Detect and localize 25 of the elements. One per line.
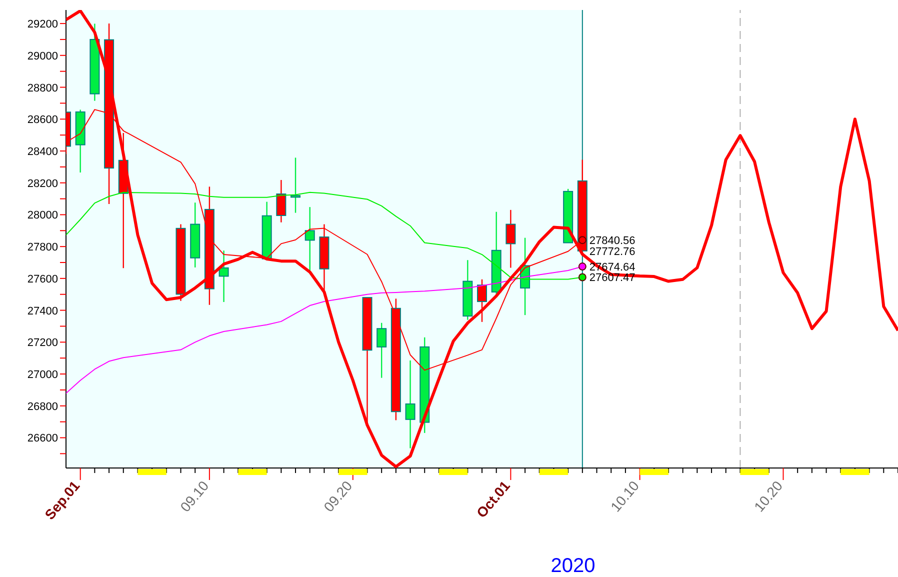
candlestick [506,209,516,268]
y-tick-label: 29200 [27,18,58,31]
y-tick-label: 27000 [27,369,58,382]
y-tick-label: 28000 [27,210,58,222]
candlestick [477,278,487,323]
y-tick-label: 26600 [27,432,58,445]
annotation: 27772.76 [589,246,636,258]
y-tick-label: 28800 [27,82,58,94]
candlestick [304,206,315,272]
y-tick-label: 26800 [27,400,58,413]
candlestick [405,360,416,449]
y-tick-label: 28400 [27,146,58,158]
y-tick-label: 29000 [27,50,58,62]
candlestick [276,179,286,223]
y-tick-label: 27800 [27,242,58,254]
x-axis-title: 2020 [550,555,596,577]
y-tick-label: 27200 [27,337,58,350]
candlestick [218,250,229,303]
y-tick-label: 27400 [27,305,58,318]
annotation: 27607.47 [589,272,636,284]
y-tick-label: 28600 [27,114,58,126]
candlestick [376,322,387,378]
y-tick-label: 27600 [27,273,58,286]
y-tick-label: 28200 [27,178,58,190]
annotation: 27840.56 [589,235,636,248]
